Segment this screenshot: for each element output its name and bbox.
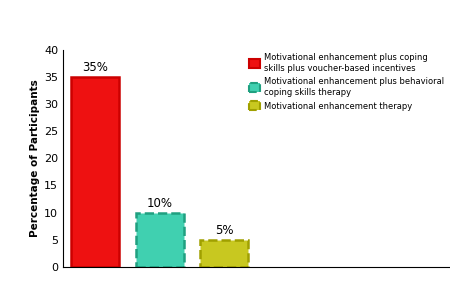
Text: 10%: 10% [147, 197, 173, 210]
Text: 5%: 5% [215, 224, 234, 237]
Legend: Motivational enhancement plus coping
skills plus voucher-based incentives, Motiv: Motivational enhancement plus coping ski… [248, 52, 446, 112]
Text: 35%: 35% [82, 61, 108, 74]
Bar [135, 213, 184, 267]
Bar [200, 240, 248, 267]
Bar [71, 77, 119, 267]
Text: Marijuana Abstinence at End of Treatment: Marijuana Abstinence at End of Treatment [27, 13, 423, 31]
Y-axis label: Percentage of Participants: Percentage of Participants [30, 80, 40, 237]
